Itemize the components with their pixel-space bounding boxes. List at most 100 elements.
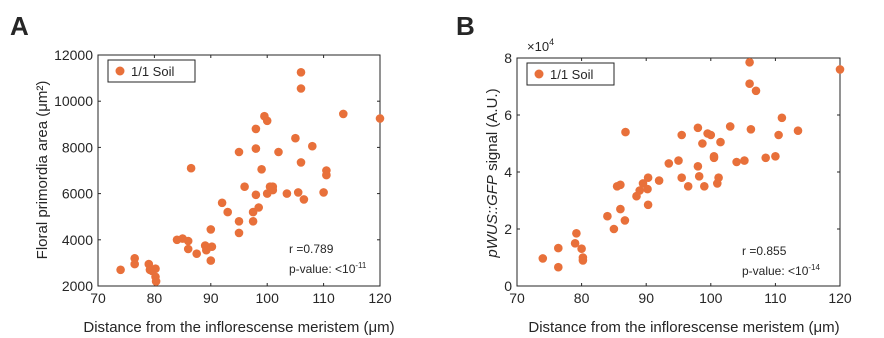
panel-a-scatter-point (248, 217, 258, 226)
panel-b-scatter-point (643, 200, 653, 210)
panel-b-scatter-point (677, 173, 686, 182)
panel-a-x-tick-label: 100 (256, 290, 280, 306)
panel-a-scatter-point (130, 259, 139, 269)
panel-b-scatter-point (616, 204, 625, 214)
panel-a-scatter-point (186, 163, 196, 173)
panel-a-scatter-point (217, 198, 227, 208)
panel-a-scatter-point (207, 242, 217, 251)
panel-b-scatter-point (746, 125, 756, 134)
panel-b-scatter-point (538, 254, 548, 263)
panel-b: B 70 80 90 100 110 120 0 2 4 6 8 ×104 1/1 Soil r … (456, 11, 852, 336)
panel-b-scatter-point (777, 113, 787, 123)
panel-b-scatter-point (621, 127, 630, 137)
panel-b-scatter-point (570, 239, 580, 248)
panel-a-x-tick-label: 90 (203, 290, 219, 306)
panel-b-scatter-point (643, 184, 652, 194)
panel-b-x-tick-label: 100 (699, 290, 723, 306)
panel-b-annotation-r: r =0.855 (742, 244, 787, 258)
panel-b-x-axis-label: Distance from the inflorescense meristem… (528, 319, 839, 336)
panel-b-scatter-point (693, 123, 703, 133)
panel-a-y-tick-label: 12000 (54, 47, 93, 63)
panel-a-annotation-r: r =0.789 (289, 242, 334, 256)
panel-a-scatter-point (254, 203, 263, 212)
panel-a-scatter-point (262, 116, 272, 126)
panel-a-y-tick-label: 10000 (54, 93, 93, 109)
panel-b-y-tick-label: 8 (504, 50, 512, 66)
panel-b-x-tick-label: 80 (574, 290, 590, 306)
panel-a-scatter-point (296, 84, 306, 93)
panel-b-scatter-point (714, 173, 723, 182)
panel-b-scatter-point (745, 79, 754, 88)
panel-b-scatter-point (693, 162, 703, 171)
panel-b-scatter-point (664, 159, 674, 168)
panel-a-scatter-point (234, 217, 244, 226)
panel-a-scatter-point (308, 141, 317, 151)
panel-a-scatter-point (282, 189, 292, 198)
panel-b-label: B (456, 11, 475, 41)
panel-b-scatter-point (616, 180, 625, 190)
panel-b-legend-label: 1/1 Soil (550, 67, 593, 82)
panel-a-x-tick-label: 120 (368, 290, 392, 306)
panel-b-scatter-point (620, 216, 630, 225)
panel-b-y-exponent: ×104 (527, 37, 554, 54)
panel-b-scatter-point (683, 182, 693, 191)
panel-a-x-axis-label: Distance from the inflorescense meristem… (83, 319, 394, 336)
panel-a-scatter-point (151, 264, 160, 274)
panel-a-scatter-point (339, 109, 348, 119)
panel-b-scatter-point (709, 153, 719, 163)
panel-a-y-tick-label: 8000 (62, 139, 93, 155)
panel-b-scatter-point (771, 152, 780, 161)
panel-a-scatter-point (296, 68, 306, 77)
panel-b-data-points (538, 58, 845, 272)
panel-b-scatter-point (774, 130, 783, 140)
panel-a-y-axis-label: Floral primordia area (μm²) (34, 81, 51, 260)
panel-a-y-tick-label: 6000 (62, 186, 93, 202)
panel-b-scatter-point (725, 122, 735, 131)
panel-b-scatter-point (706, 130, 716, 140)
panel-b-scatter-point (603, 211, 612, 221)
panel-a-scatter-point (234, 147, 244, 157)
panel-a-y-tick-label: 4000 (62, 232, 93, 248)
panel-b-scatter-point (700, 182, 709, 191)
panel-b-scatter-point (698, 139, 707, 148)
panel-a-legend-label: 1/1 Soil (131, 64, 174, 79)
panel-b-scatter-point (835, 65, 845, 74)
panel-a-data-points (116, 68, 385, 286)
panel-a-scatter-point (257, 165, 266, 174)
panel-b-x-tick-label: 70 (509, 290, 525, 306)
panel-a-scatter-point (291, 133, 300, 143)
panel-b-scatter-point (732, 157, 741, 167)
panel-a-scatter-point (274, 147, 283, 157)
panel-b-scatter-point (643, 173, 653, 182)
panel-b-scatter-point (793, 126, 803, 135)
panel-a-plot-area (97, 54, 381, 287)
panel-a-x-ticks: 70 80 90 100 110 120 (90, 55, 392, 306)
panel-b-legend: 1/1 Soil (526, 62, 615, 86)
panel-a-legend: 1/1 Soil (107, 59, 196, 83)
panel-a-y-tick-label: 2000 (62, 278, 93, 294)
panel-b-scatter-point (578, 256, 588, 265)
panel-a-scatter-point (251, 144, 261, 153)
panel-a-scatter-point (223, 207, 232, 217)
panel-a-scatter-point (319, 188, 328, 197)
panel-b-y-tick-label: 0 (504, 278, 512, 294)
panel-a-scatter-point (234, 228, 244, 238)
panel-a-scatter-point (183, 236, 193, 246)
panel-b-y-tick-label: 6 (504, 107, 512, 123)
panel-b-scatter-point (674, 156, 683, 165)
panel-b-scatter-point (751, 86, 761, 96)
panel-b-plot-area (516, 57, 841, 287)
panel-b-scatter-point (577, 244, 586, 253)
panel-a-annotation-p: p-value: <10-11 (289, 261, 367, 276)
panel-b-scatter-point (554, 262, 563, 272)
panel-b-scatter-point (694, 172, 704, 181)
panel-b-scatter-point (635, 186, 644, 195)
panel-b-y-tick-label: 2 (504, 221, 512, 237)
panel-a-label: A (10, 11, 29, 41)
panel-a-x-tick-label: 80 (147, 290, 163, 306)
panel-b-scatter-point (572, 229, 581, 238)
panel-b-x-tick-label: 110 (764, 290, 787, 306)
panel-b-scatter-point (761, 153, 770, 163)
panel-b-scatter-point (677, 130, 686, 140)
